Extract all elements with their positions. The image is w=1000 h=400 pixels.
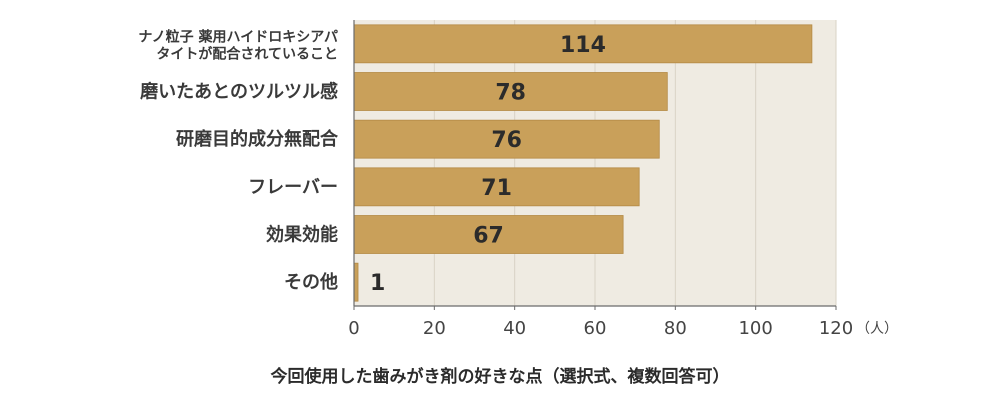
category-label: 効果効能 (266, 224, 338, 246)
category-label: フレーバー (248, 177, 338, 198)
category-label: 磨いたあとのツルツル感 (140, 81, 338, 103)
bar-value-label: 76 (491, 128, 522, 153)
x-tick-label: 60 (584, 318, 607, 339)
x-tick-label: 80 (664, 318, 687, 339)
category-label: ナノ粒子 薬用ハイドロキシアパ (138, 28, 338, 45)
x-tick-label: 100 (738, 318, 772, 339)
bar-value-label: 114 (560, 33, 606, 58)
bar-value-label: 67 (473, 224, 504, 249)
bar-value-label: 78 (495, 81, 526, 106)
bar-value-label: 71 (481, 176, 512, 201)
x-tick-label: 0 (348, 318, 359, 339)
bar (353, 24, 813, 64)
x-tick-label: 40 (503, 318, 526, 339)
bar (353, 167, 640, 207)
x-axis-unit-label: （人） (856, 321, 898, 337)
bar-value-label: 1 (370, 271, 385, 296)
category-label: その他 (284, 271, 338, 293)
category-label: 研磨目的成分無配合 (176, 128, 339, 150)
x-tick-label: 20 (423, 318, 446, 339)
bar (353, 119, 660, 159)
bar (353, 262, 359, 302)
category-label: タイトが配合されていること (156, 45, 338, 62)
x-tick-label: 120 (819, 318, 853, 339)
bar (353, 72, 668, 111)
chart-caption: 今回使用した歯みがき剤の好きな点（選択式、複数回答可） (270, 367, 730, 387)
bar (353, 215, 624, 254)
